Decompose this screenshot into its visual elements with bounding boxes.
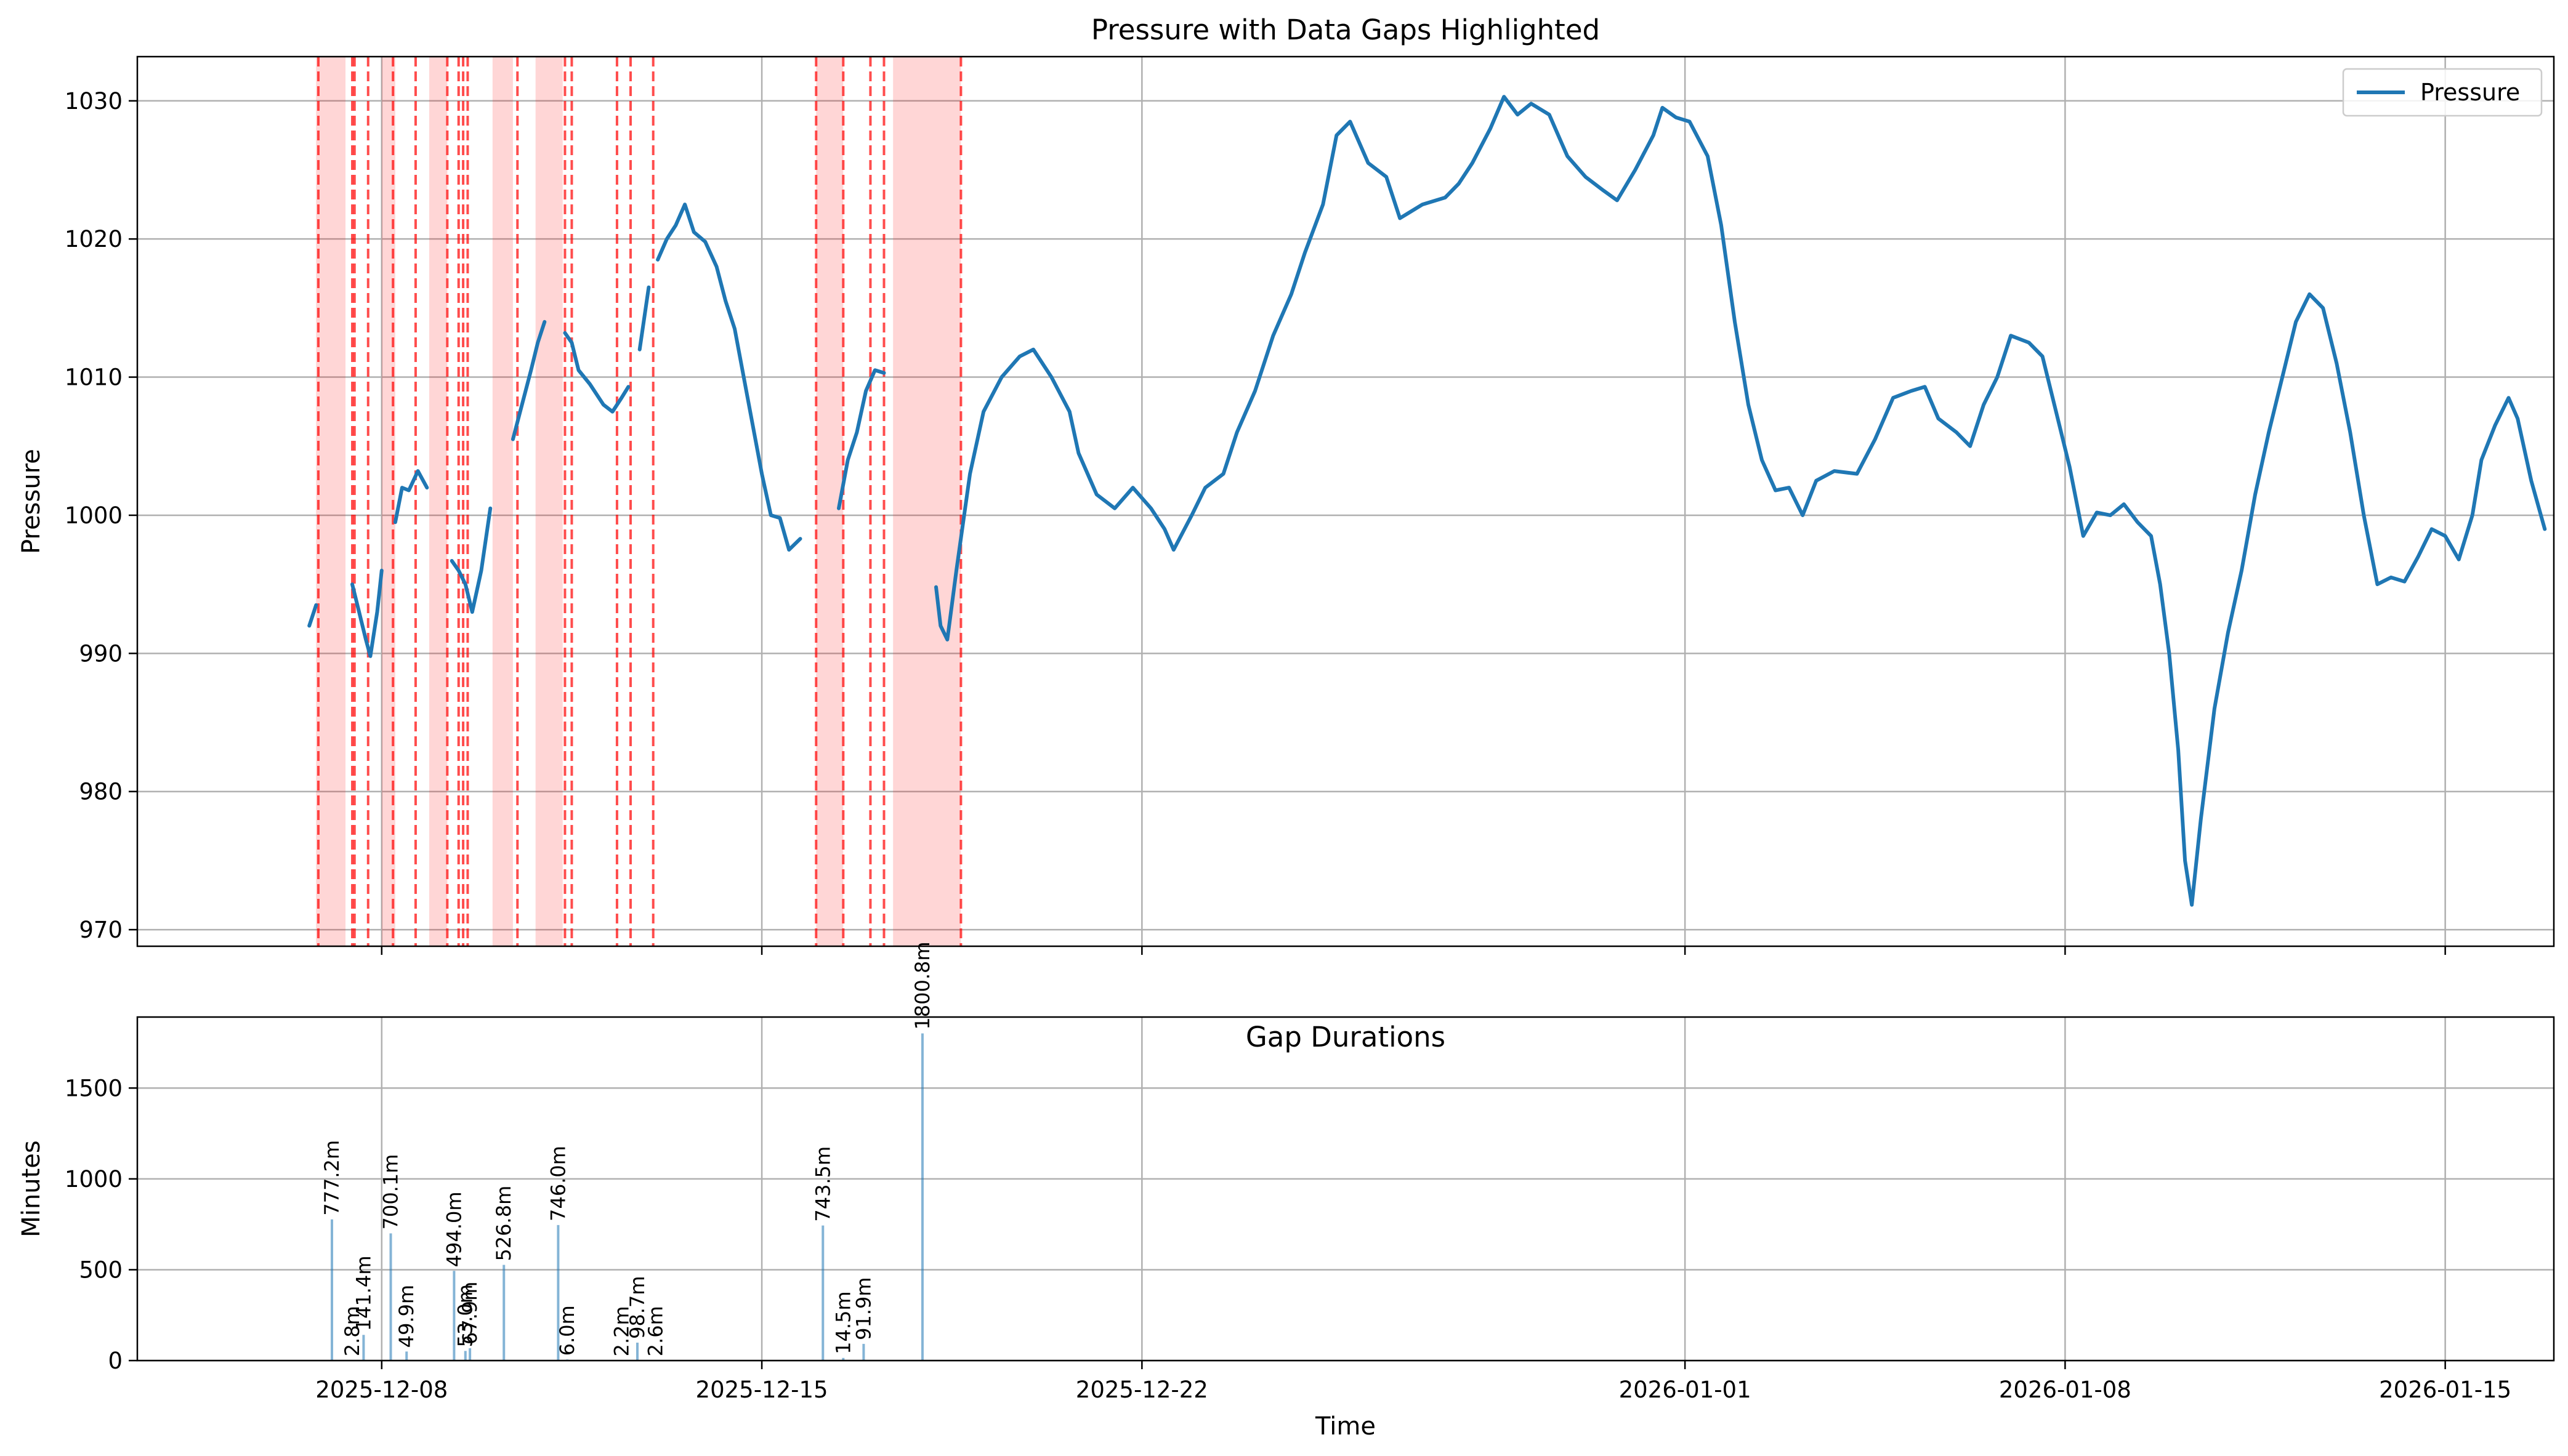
gap-bar-label-11: 2.2m bbox=[610, 1306, 633, 1356]
gap-bar-15 bbox=[842, 1357, 845, 1361]
gap-bar-label-8: 526.8m bbox=[492, 1186, 515, 1261]
gap-y-tick-label-0: 0 bbox=[108, 1348, 123, 1374]
pressure-y-tick-label-2: 990 bbox=[79, 640, 123, 667]
gap-spans bbox=[316, 57, 961, 946]
gap-bar-label-7: 67.9m bbox=[458, 1282, 482, 1345]
pressure-line-segment-4 bbox=[511, 320, 547, 441]
pressure-y-tick-label-3: 1000 bbox=[65, 502, 123, 529]
gap-bar-label-0: 777.2m bbox=[320, 1140, 344, 1216]
gap-bar-6 bbox=[464, 1351, 467, 1361]
gap-duration-bars bbox=[330, 1033, 924, 1361]
gap-y-tick-label-1: 500 bbox=[79, 1257, 123, 1283]
gap-bar-label-17: 1800.8m bbox=[911, 941, 934, 1029]
pressure-line-segment-9 bbox=[934, 95, 2547, 907]
legend-label-pressure: Pressure bbox=[2420, 79, 2520, 106]
pressure-y-ticks: 970 980 990 1000 1010 1020 1030 bbox=[65, 88, 137, 943]
gap-span-6 bbox=[893, 57, 961, 946]
x-tick-label-3: 2026-01-01 bbox=[1619, 1377, 1751, 1403]
legend-box bbox=[2342, 68, 2543, 117]
pressure-y-tick-label-1: 980 bbox=[79, 779, 123, 805]
x-tick-label-1: 2025-12-15 bbox=[696, 1377, 828, 1403]
gap-span-0 bbox=[316, 57, 346, 946]
gap-span-3 bbox=[492, 57, 513, 946]
gap-bar-0 bbox=[330, 1219, 333, 1361]
gap-bar-label-15: 14.5m bbox=[831, 1291, 855, 1354]
pressure-axes-frame bbox=[136, 55, 2555, 947]
gap-bar-label-13: 2.6m bbox=[644, 1306, 667, 1356]
gap-y-tick-label-3: 1500 bbox=[65, 1075, 123, 1101]
gap-lines bbox=[317, 57, 963, 946]
gap-bar-3 bbox=[389, 1233, 392, 1361]
gap-bar-9 bbox=[557, 1225, 560, 1361]
gap-bar-label-16: 91.9m bbox=[852, 1277, 875, 1340]
pressure-y-tick-label-4: 1010 bbox=[65, 364, 123, 391]
pressure-line-segment-6 bbox=[637, 285, 651, 352]
gap-duration-y-ticks: 0 500 1000 1500 bbox=[65, 1075, 137, 1374]
gap-bar-5 bbox=[453, 1271, 456, 1361]
gap-duration-x-ticks: 2025-12-08 2025-12-15 2025-12-22 2026-01-01… bbox=[315, 1361, 2511, 1403]
pressure-series bbox=[307, 95, 2547, 907]
gap-bar-7 bbox=[469, 1348, 472, 1361]
gap-bar-12 bbox=[636, 1342, 639, 1361]
gap-bar-label-3: 700.1m bbox=[379, 1154, 403, 1230]
gap-bar-label-6: 53.0m bbox=[454, 1284, 477, 1347]
gap-span-4 bbox=[535, 57, 563, 946]
gap-bar-label-2: 141.4m bbox=[352, 1255, 375, 1331]
gap-duration-y-axis-label: Minutes bbox=[17, 1140, 46, 1237]
gap-bar-8 bbox=[503, 1265, 506, 1361]
pressure-panel: 970 980 990 1000 1010 1020 1030 Pressure with … bbox=[17, 14, 2555, 955]
gap-duration-x-axis-label: Time bbox=[1315, 1412, 1376, 1441]
pressure-chart-title: Pressure with Data Gaps Highlighted bbox=[1091, 14, 1600, 46]
gap-bar-label-5: 494.0m bbox=[442, 1191, 466, 1267]
pressure-y-tick-label-6: 1030 bbox=[65, 88, 123, 115]
pressure-line-segment-8 bbox=[837, 368, 886, 510]
gap-y-tick-label-2: 1000 bbox=[65, 1166, 123, 1193]
pressure-grid bbox=[137, 57, 2554, 946]
pressure-y-axis-label: Pressure bbox=[17, 449, 46, 554]
pressure-line-segment-0 bbox=[307, 603, 318, 628]
pressure-line-segment-2 bbox=[393, 469, 429, 525]
gap-duration-chart-title: Gap Durations bbox=[1246, 1021, 1445, 1053]
gap-bar-17 bbox=[921, 1033, 924, 1361]
pressure-y-tick-label-5: 1020 bbox=[65, 226, 123, 252]
x-tick-label-2: 2025-12-22 bbox=[1076, 1377, 1208, 1403]
gap-bar-4 bbox=[405, 1351, 408, 1361]
pressure-line-segment-7 bbox=[656, 203, 802, 552]
gap-bar-label-14: 743.5m bbox=[811, 1146, 834, 1222]
legend: Pressure bbox=[2342, 68, 2543, 117]
pressure-line-segment-5 bbox=[563, 331, 631, 414]
pressure-y-tick-label-0: 970 bbox=[79, 917, 123, 943]
gap-bar-label-9: 746.0m bbox=[546, 1146, 570, 1221]
gap-duration-axes-frame bbox=[136, 1016, 2555, 1362]
x-tick-label-4: 2026-01-08 bbox=[1999, 1377, 2131, 1403]
gap-bar-16 bbox=[862, 1343, 865, 1361]
gap-bar-label-1: 2.8m bbox=[341, 1306, 364, 1356]
gap-bar-2 bbox=[362, 1335, 365, 1361]
pressure-line-segment-3 bbox=[450, 506, 493, 614]
gap-span-2 bbox=[429, 57, 448, 946]
gap-bar-14 bbox=[822, 1225, 825, 1361]
gap-bar-label-10: 6.0m bbox=[555, 1305, 579, 1356]
x-tick-label-0: 2025-12-08 bbox=[315, 1377, 448, 1403]
gap-bar-label-12: 98.7m bbox=[626, 1276, 649, 1338]
pressure-x-ticks bbox=[381, 946, 2446, 955]
pressure-line-segment-1 bbox=[350, 568, 384, 658]
x-tick-label-5: 2026-01-15 bbox=[2379, 1377, 2511, 1403]
gap-bar-label-4: 49.9m bbox=[395, 1285, 418, 1348]
